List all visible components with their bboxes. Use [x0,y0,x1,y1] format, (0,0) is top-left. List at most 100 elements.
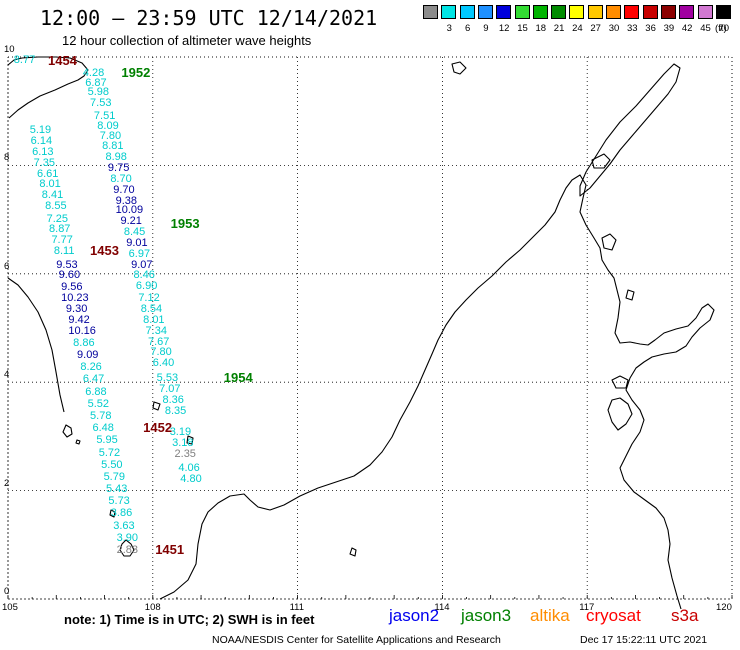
legend-item-s3a: s3a [671,606,699,625]
wave-height-value: 8.41 [41,189,64,202]
wave-height-value: 6.47 [82,373,105,386]
colorbar-tick-label: 45 [700,23,711,34]
colorbar-swatch [496,5,512,19]
wave-height-value: 3.86 [110,507,133,520]
colorbar-swatch [624,5,640,19]
colorbar-tick-label: 24 [572,23,583,34]
wave-height-value: 9.21 [120,215,142,228]
wave-height-value: 8.01 [143,313,165,326]
wave-height-value: 7.77 [51,234,73,247]
wave-height-value: 9.42 [68,313,90,326]
pass-time-label: 1952 [121,65,151,81]
wave-height-value: 5.19 [29,124,52,137]
wave-height-value: 6.14 [30,135,53,147]
island-small-a [75,439,81,445]
pass-time-label: 1954 [223,369,253,385]
latitude-label: 2 [4,477,10,489]
wave-height-value: 5.79 [103,471,125,484]
wave-height-value: 6.90 [135,280,158,293]
colorbar-tick-label: 15 [517,23,528,34]
wave-height-value: 5.95 [96,434,118,447]
island-small-e [451,61,467,75]
wave-height-value: 7.07 [159,382,181,395]
island-small-f [349,547,357,557]
wave-height-value: 8.87 [49,223,71,236]
latitude-label: 4 [4,369,10,381]
wave-height-value: 10.16 [68,324,96,337]
wave-height-value: 8.26 [80,361,102,374]
legend-item-jason2: jason2 [389,606,440,625]
coastline-layer [7,56,715,610]
wave-height-value: 2.35 [174,448,196,461]
colorbar-tick-label: 27 [590,23,601,34]
island-small-c [186,435,194,445]
page-title: 12:00 – 23:59 UTC 12/14/2021 [40,6,378,30]
colorbar-tick-label: 21 [553,23,565,34]
pass-time-label: 1953 [170,215,200,231]
colorbar-swatch [477,5,493,19]
wave-height-value: 9.09 [77,349,99,362]
pass-time-label: 1451 [155,542,185,558]
wave-height-value: 3.19 [169,426,192,439]
longitude-label: 108 [144,602,161,613]
longitude-ticks [7,595,733,599]
wave-height-value: 6.13 [32,145,54,158]
wave-height-value: 8.36 [162,394,184,407]
wave-height-value: 4.28 [82,67,105,80]
coastline-palawan [579,63,681,197]
wave-height-value: 5.53 [156,371,179,384]
colorbar-swatch [660,5,676,19]
colorbar-swatch [697,5,713,19]
wave-height-value: 4.06 [178,461,200,474]
colorbar-tick-label: 70 [718,23,730,34]
colorbar-swatch [569,5,585,19]
colorbar-tick-label: 33 [627,23,638,34]
colorbar-swatch [459,5,475,19]
page-subtitle: 12 hour collection of altimeter wave hei… [62,33,312,48]
wave-height-value: 7.80 [150,346,172,359]
wave-height-value: 8.09 [97,119,119,132]
wave-height-value: 9.30 [65,303,88,316]
pass-time-label: 1453 [90,243,119,259]
wave-height-value: 6.61 [36,167,59,180]
pass-time-label: 1452 [143,420,173,436]
wave-height-value: 7.25 [46,212,69,225]
wave-height-value: 5.52 [87,397,110,410]
wave-height-value: 3.18 [172,437,194,450]
legend-item-altika: altika [530,606,570,625]
wave-height-value: 7.12 [138,292,160,305]
wave-height-value: 8.77 [13,54,36,67]
wave-height-value: 3.63 [113,519,135,532]
wave-height-value: 8.01 [39,178,61,191]
wave-height-value: 6.40 [152,357,175,370]
wave-height-value: 8.55 [45,200,67,213]
colorbar-swatch [532,5,548,19]
colorbar-tick-label: 30 [608,23,620,34]
island-calamian [591,153,611,169]
longitude-label: 105 [2,602,18,613]
colorbar-tick-label: 42 [681,23,693,34]
wave-height-value: 9.75 [107,162,130,175]
wave-height-value: 5.72 [98,446,121,459]
latitude-label: 10 [4,44,15,55]
wave-height-value: 8.98 [105,151,127,164]
colorbar-swatch [587,5,603,19]
wave-height-value: 9.56 [61,281,83,294]
wave-height-value: 5.98 [87,86,110,99]
wave-height-value: 7.67 [147,335,170,348]
wave-height-value: 7.34 [145,324,167,337]
legend-item-cryosat: cryosat [586,606,641,625]
longitude-label: 111 [289,602,305,613]
wave-height-value: 8.54 [140,303,163,316]
wave-height-value: 7.80 [99,129,122,142]
colorbar-tick-label: 18 [535,23,547,34]
wave-height-value: 9.01 [126,236,148,249]
longitude-label: 114 [434,602,450,613]
wave-height-value: 8.45 [123,226,146,239]
latitude-label: 0 [4,586,10,597]
colorbar-tick-label: 12 [498,23,510,34]
colorbar-tick-label: 9 [483,23,489,34]
legend-item-jason3: jason3 [461,606,512,625]
wave-height-value: 5.78 [90,409,112,422]
